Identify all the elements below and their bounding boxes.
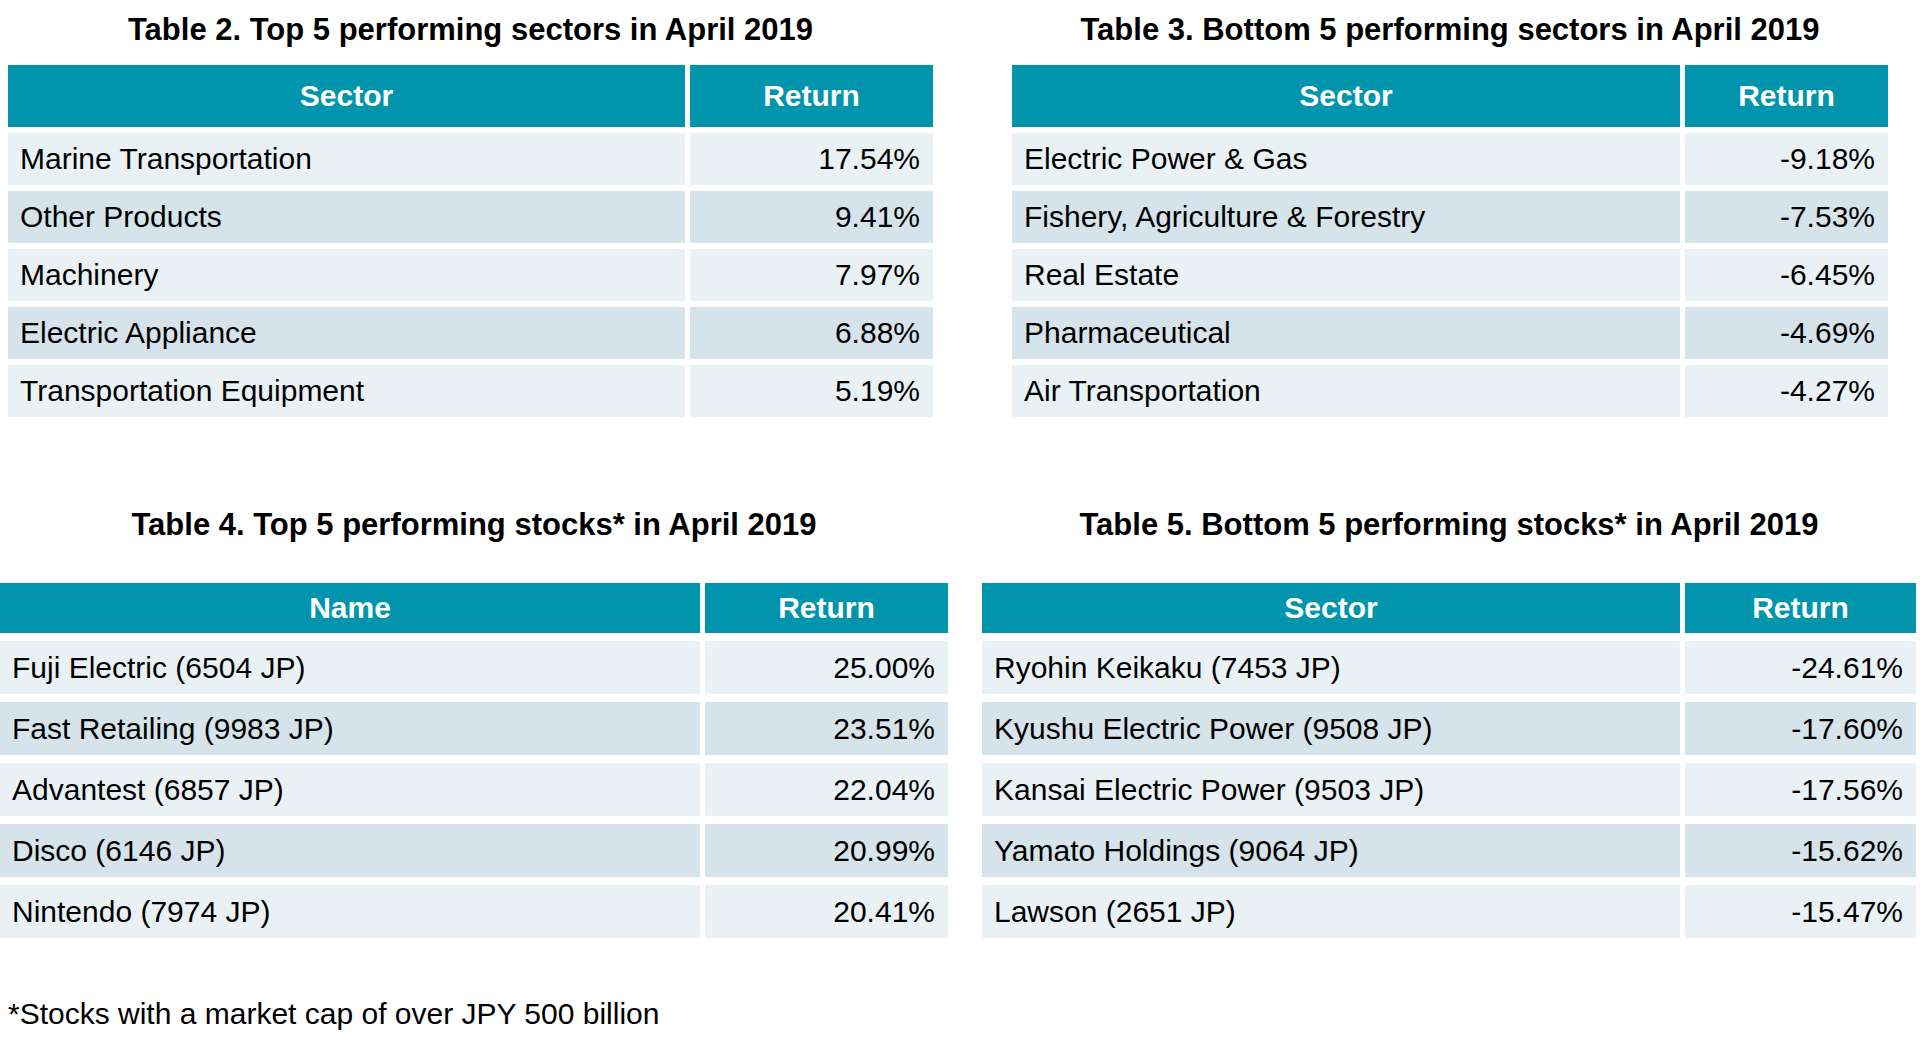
- table2-header-row: Sector Return: [8, 65, 933, 127]
- return-cell: -6.45%: [1685, 249, 1888, 301]
- return-cell: 23.51%: [705, 702, 948, 755]
- table-row: Advantest (6857 JP) 22.04%: [0, 763, 948, 816]
- sector-cell: Pharmaceutical: [1012, 307, 1680, 359]
- sector-cell: Real Estate: [1012, 249, 1680, 301]
- sector-cell: Transportation Equipment: [8, 365, 685, 417]
- stock-name-cell: Fast Retailing (9983 JP): [0, 702, 700, 755]
- table5-title: Table 5. Bottom 5 performing stocks* in …: [982, 505, 1916, 545]
- table4-header-row: Name Return: [0, 583, 948, 633]
- sector-cell: Marine Transportation: [8, 133, 685, 185]
- table-row: Air Transportation -4.27%: [1012, 365, 1888, 417]
- return-cell: 6.88%: [690, 307, 933, 359]
- report-page: Table 2. Top 5 performing sectors in Apr…: [0, 0, 1920, 1041]
- table-row: Lawson (2651 JP) -15.47%: [982, 885, 1916, 938]
- sector-cell: Air Transportation: [1012, 365, 1680, 417]
- return-cell: 7.97%: [690, 249, 933, 301]
- table3-title: Table 3. Bottom 5 performing sectors in …: [1012, 10, 1888, 50]
- table4-header-name: Name: [0, 583, 700, 633]
- table-row: Transportation Equipment 5.19%: [8, 365, 933, 417]
- return-cell: 25.00%: [705, 641, 948, 694]
- stock-name-cell: Fuji Electric (6504 JP): [0, 641, 700, 694]
- return-cell: -17.60%: [1685, 702, 1916, 755]
- table-row: Fishery, Agriculture & Forestry -7.53%: [1012, 191, 1888, 243]
- table3-header-sector: Sector: [1012, 65, 1680, 127]
- table3-header-return: Return: [1685, 65, 1888, 127]
- stock-name-cell: Lawson (2651 JP): [982, 885, 1680, 938]
- table4-header-return: Return: [705, 583, 948, 633]
- table-row: Machinery 7.97%: [8, 249, 933, 301]
- sector-cell: Electric Power & Gas: [1012, 133, 1680, 185]
- table2-header-sector: Sector: [8, 65, 685, 127]
- table-row: Kyushu Electric Power (9508 JP) -17.60%: [982, 702, 1916, 755]
- table-row: Real Estate -6.45%: [1012, 249, 1888, 301]
- stock-name-cell: Kyushu Electric Power (9508 JP): [982, 702, 1680, 755]
- table-row: Kansai Electric Power (9503 JP) -17.56%: [982, 763, 1916, 816]
- stock-name-cell: Yamato Holdings (9064 JP): [982, 824, 1680, 877]
- table-row: Electric Appliance 6.88%: [8, 307, 933, 359]
- table-row: Nintendo (7974 JP) 20.41%: [0, 885, 948, 938]
- stock-name-cell: Ryohin Keikaku (7453 JP): [982, 641, 1680, 694]
- table4-title: Table 4. Top 5 performing stocks* in Apr…: [0, 505, 948, 545]
- table-row: Ryohin Keikaku (7453 JP) -24.61%: [982, 641, 1916, 694]
- sector-cell: Other Products: [8, 191, 685, 243]
- table-row: Fuji Electric (6504 JP) 25.00%: [0, 641, 948, 694]
- table3-header-row: Sector Return: [1012, 65, 1888, 127]
- return-cell: 17.54%: [690, 133, 933, 185]
- table5-bottom-stocks: Sector Return Ryohin Keikaku (7453 JP) -…: [982, 583, 1916, 938]
- return-cell: -15.47%: [1685, 885, 1916, 938]
- return-cell: -15.62%: [1685, 824, 1916, 877]
- table-row: Pharmaceutical -4.69%: [1012, 307, 1888, 359]
- table-row: Yamato Holdings (9064 JP) -15.62%: [982, 824, 1916, 877]
- sector-cell: Fishery, Agriculture & Forestry: [1012, 191, 1680, 243]
- return-cell: -7.53%: [1685, 191, 1888, 243]
- return-cell: 5.19%: [690, 365, 933, 417]
- stock-name-cell: Disco (6146 JP): [0, 824, 700, 877]
- sector-cell: Machinery: [8, 249, 685, 301]
- table4-top-stocks: Name Return Fuji Electric (6504 JP) 25.0…: [0, 583, 948, 938]
- return-cell: -9.18%: [1685, 133, 1888, 185]
- table5-header-sector: Sector: [982, 583, 1680, 633]
- stock-name-cell: Kansai Electric Power (9503 JP): [982, 763, 1680, 816]
- table5-header-return: Return: [1685, 583, 1916, 633]
- table2-header-return: Return: [690, 65, 933, 127]
- stock-name-cell: Nintendo (7974 JP): [0, 885, 700, 938]
- return-cell: -17.56%: [1685, 763, 1916, 816]
- table-row: Marine Transportation 17.54%: [8, 133, 933, 185]
- table3-bottom-sectors: Sector Return Electric Power & Gas -9.18…: [1012, 65, 1888, 417]
- return-cell: 22.04%: [705, 763, 948, 816]
- return-cell: 20.41%: [705, 885, 948, 938]
- table2-title: Table 2. Top 5 performing sectors in Apr…: [8, 10, 933, 50]
- table-row: Other Products 9.41%: [8, 191, 933, 243]
- return-cell: -24.61%: [1685, 641, 1916, 694]
- sector-cell: Electric Appliance: [8, 307, 685, 359]
- return-cell: -4.27%: [1685, 365, 1888, 417]
- table-row: Disco (6146 JP) 20.99%: [0, 824, 948, 877]
- return-cell: 9.41%: [690, 191, 933, 243]
- stock-name-cell: Advantest (6857 JP): [0, 763, 700, 816]
- footnote: *Stocks with a market cap of over JPY 50…: [8, 995, 659, 1033]
- return-cell: -4.69%: [1685, 307, 1888, 359]
- table2-top-sectors: Sector Return Marine Transportation 17.5…: [8, 65, 933, 417]
- return-cell: 20.99%: [705, 824, 948, 877]
- table-row: Fast Retailing (9983 JP) 23.51%: [0, 702, 948, 755]
- table-row: Electric Power & Gas -9.18%: [1012, 133, 1888, 185]
- table5-header-row: Sector Return: [982, 583, 1916, 633]
